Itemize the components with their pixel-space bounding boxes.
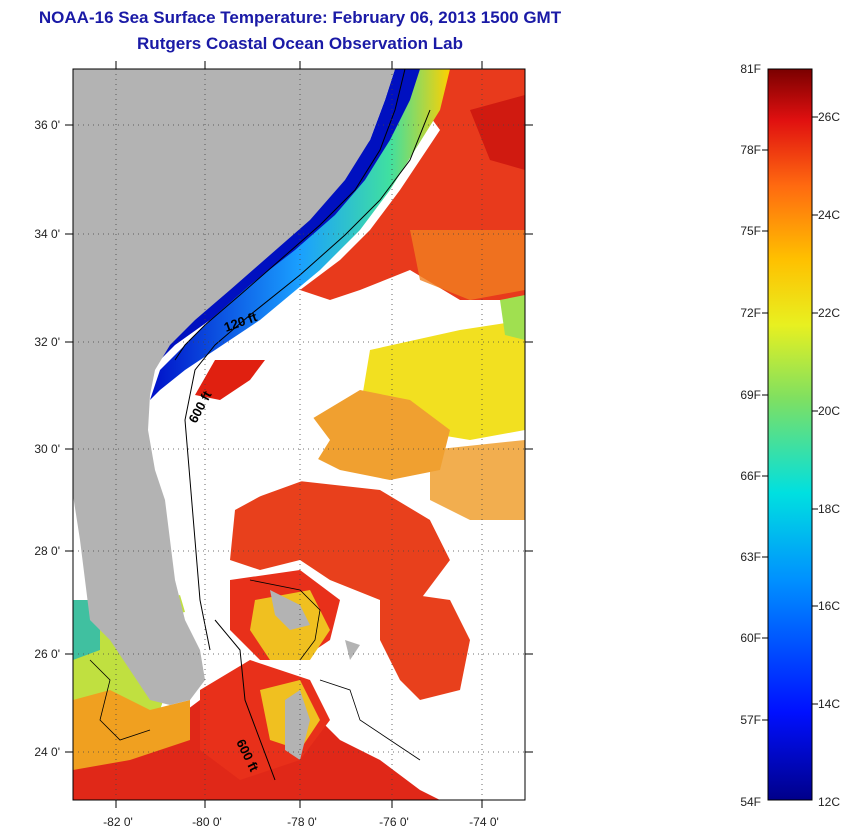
map-subtitle: Rutgers Coastal Ocean Observation Lab xyxy=(137,34,463,53)
lon-label: -80 0' xyxy=(192,815,222,829)
land-mass xyxy=(73,69,395,705)
lon-label: -82 0' xyxy=(103,815,133,829)
colorbar-f-label: 54F xyxy=(740,795,761,809)
colorbar-f-label: 60F xyxy=(740,631,761,645)
colorbar-c-label: 24C xyxy=(818,208,840,222)
lon-label: -78 0' xyxy=(287,815,317,829)
map-title: NOAA-16 Sea Surface Temperature: Februar… xyxy=(38,8,562,27)
lat-label: 26 0' xyxy=(34,647,60,661)
colorbar-f-label: 66F xyxy=(740,469,761,483)
colorbar-f-label: 72F xyxy=(740,306,761,320)
lat-label: 30 0' xyxy=(34,442,60,456)
lon-label: -74 0' xyxy=(469,815,499,829)
colorbar-c-label: 26C xyxy=(818,110,840,124)
map-imagery xyxy=(73,69,525,800)
colorbar-scale xyxy=(767,68,813,801)
map-frame xyxy=(72,68,526,801)
colorbar-f-label: 81F xyxy=(740,62,761,76)
colorbar-c-label: 22C xyxy=(818,306,840,320)
colorbar: 81F 78F 75F 72F 69F 66F 63F 60F 57F 54F … xyxy=(740,62,840,809)
colorbar-f-label: 63F xyxy=(740,550,761,564)
lat-label: 34 0' xyxy=(34,227,60,241)
colorbar-f-label: 75F xyxy=(740,224,761,238)
colorbar-c-label: 16C xyxy=(818,599,840,613)
colorbar-c-label: 20C xyxy=(818,404,840,418)
colorbar-c-label: 12C xyxy=(818,795,840,809)
colorbar-f-label: 78F xyxy=(740,143,761,157)
lat-label: 36 0' xyxy=(34,118,60,132)
tick-marks xyxy=(65,61,533,808)
lat-label: 24 0' xyxy=(34,745,60,759)
colorbar-c-label: 18C xyxy=(818,502,840,516)
lat-label: 32 0' xyxy=(34,335,60,349)
colorbar-f-label: 69F xyxy=(740,388,761,402)
colorbar-c-label: 14C xyxy=(818,697,840,711)
lat-label: 28 0' xyxy=(34,544,60,558)
graticule xyxy=(73,69,525,800)
lon-label: -76 0' xyxy=(379,815,409,829)
colorbar-f-label: 57F xyxy=(740,713,761,727)
